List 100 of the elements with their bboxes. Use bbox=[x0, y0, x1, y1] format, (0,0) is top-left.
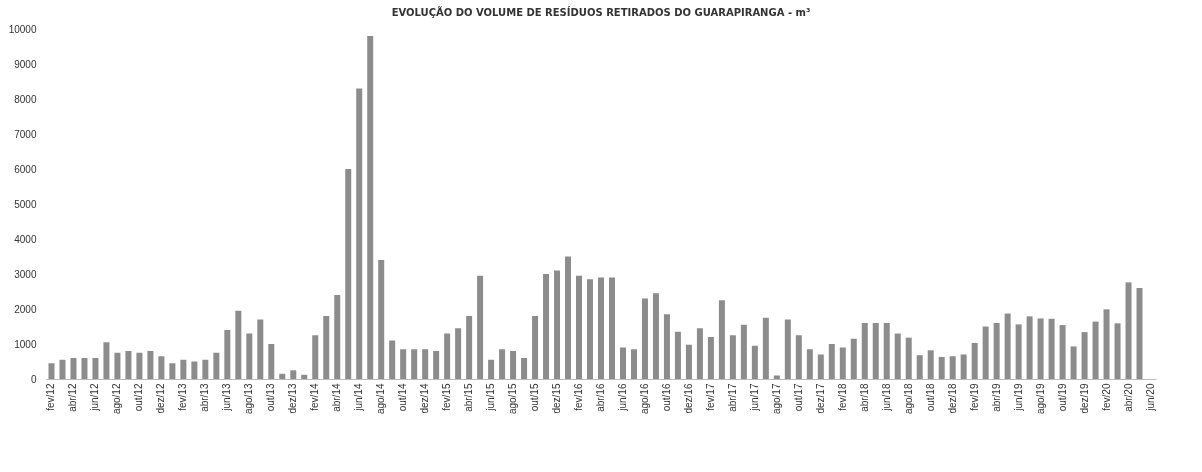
bar bbox=[224, 330, 231, 379]
bar bbox=[378, 260, 385, 379]
bar bbox=[1037, 318, 1044, 379]
bar bbox=[971, 342, 978, 379]
x-tick-label: out/13 bbox=[265, 383, 277, 412]
bar bbox=[795, 335, 802, 379]
bar bbox=[587, 279, 594, 379]
x-tick-label: jun/17 bbox=[748, 383, 760, 412]
x-tick-label: ago/12 bbox=[111, 383, 123, 415]
bar bbox=[828, 344, 835, 379]
bar bbox=[235, 310, 242, 379]
bar bbox=[213, 352, 220, 379]
bar bbox=[389, 340, 396, 379]
bar bbox=[927, 350, 934, 379]
x-tick-label: out/19 bbox=[1056, 383, 1068, 412]
bar bbox=[707, 337, 714, 379]
x-tick-label: abr/17 bbox=[726, 383, 738, 412]
x-tick-label: fev/12 bbox=[45, 383, 57, 411]
bar bbox=[180, 359, 187, 379]
bar bbox=[1070, 346, 1077, 379]
y-tick-label: 3000 bbox=[14, 268, 37, 280]
bar bbox=[301, 374, 308, 379]
x-tick-label: dez/12 bbox=[155, 383, 167, 414]
x-tick-label: abr/20 bbox=[1122, 383, 1134, 412]
bar bbox=[532, 316, 539, 379]
bar bbox=[521, 358, 528, 379]
x-tick-label: dez/14 bbox=[419, 383, 431, 414]
y-tick-label: 0 bbox=[30, 373, 37, 385]
bar bbox=[718, 300, 725, 379]
bar bbox=[762, 317, 769, 379]
x-tick-label: ago/18 bbox=[902, 383, 914, 415]
bar bbox=[466, 316, 473, 379]
bar bbox=[257, 319, 264, 379]
bar bbox=[422, 349, 429, 379]
bar bbox=[312, 335, 319, 379]
x-tick-label: fev/20 bbox=[1100, 383, 1112, 411]
bar bbox=[59, 359, 66, 379]
bar bbox=[1114, 323, 1121, 379]
x-tick-label: dez/16 bbox=[682, 383, 694, 414]
bar bbox=[674, 331, 681, 379]
y-tick-label: 6000 bbox=[14, 163, 37, 175]
x-tick-label: fev/16 bbox=[573, 383, 585, 411]
bar bbox=[268, 344, 275, 379]
y-tick-label: 2000 bbox=[14, 303, 37, 315]
x-tick-label: fev/13 bbox=[177, 383, 189, 411]
bar bbox=[1125, 282, 1132, 379]
bar bbox=[641, 298, 648, 379]
bar bbox=[565, 256, 572, 379]
bar bbox=[158, 356, 165, 379]
bar bbox=[883, 323, 890, 379]
x-tick-label: dez/18 bbox=[946, 383, 958, 414]
x-tick-label: abr/18 bbox=[858, 383, 870, 412]
bar bbox=[81, 358, 88, 379]
bar bbox=[1026, 316, 1033, 379]
x-tick-label: out/17 bbox=[792, 383, 804, 412]
bar bbox=[477, 275, 484, 379]
bar bbox=[125, 351, 132, 379]
bar bbox=[960, 354, 967, 379]
bar bbox=[147, 351, 154, 379]
bar bbox=[345, 169, 352, 379]
bar bbox=[48, 363, 55, 379]
y-tick-label: 10000 bbox=[8, 23, 37, 35]
bar bbox=[784, 319, 791, 379]
bar bbox=[92, 358, 99, 379]
x-tick-label: abr/16 bbox=[595, 383, 606, 412]
bar bbox=[1059, 325, 1066, 379]
bar bbox=[740, 324, 747, 379]
bar bbox=[367, 36, 374, 379]
bar bbox=[938, 356, 945, 379]
bar bbox=[290, 370, 297, 379]
x-tick-label: out/14 bbox=[397, 383, 409, 412]
bar bbox=[630, 349, 637, 379]
bar bbox=[433, 351, 440, 379]
bar bbox=[608, 277, 615, 379]
bar bbox=[839, 347, 846, 379]
bar bbox=[1136, 288, 1143, 379]
bar bbox=[499, 349, 506, 379]
bar bbox=[652, 293, 659, 379]
bar bbox=[916, 355, 923, 379]
bar bbox=[103, 342, 110, 379]
bar bbox=[169, 363, 176, 379]
x-tick-label: dez/19 bbox=[1078, 383, 1090, 414]
x-tick-label: abr/12 bbox=[67, 383, 79, 412]
x-tick-label: fev/19 bbox=[968, 383, 980, 411]
x-tick-label: ago/17 bbox=[770, 383, 782, 415]
x-tick-label: abr/19 bbox=[990, 383, 1002, 412]
x-tick-label: abr/13 bbox=[199, 383, 211, 412]
bar bbox=[279, 373, 286, 379]
x-tick-label: jun/15 bbox=[485, 383, 497, 412]
bar bbox=[696, 328, 703, 379]
bar bbox=[543, 274, 550, 379]
x-tick-label: out/15 bbox=[529, 383, 541, 412]
bar bbox=[905, 337, 912, 379]
bar bbox=[861, 323, 868, 379]
bar bbox=[1048, 318, 1055, 379]
x-tick-label: jun/20 bbox=[1144, 383, 1156, 412]
bar bbox=[1103, 309, 1110, 379]
x-tick-label: fev/15 bbox=[441, 383, 453, 411]
y-tick-label: 8000 bbox=[14, 93, 37, 105]
y-tick-label: 9000 bbox=[14, 58, 37, 70]
